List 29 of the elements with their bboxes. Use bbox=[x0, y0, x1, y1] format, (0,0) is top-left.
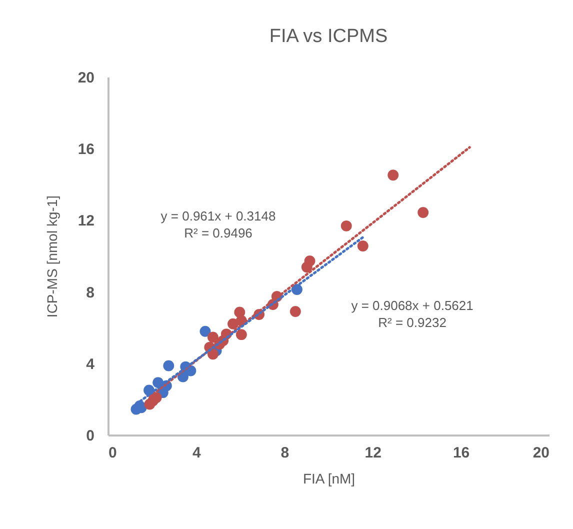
x-tick-label: 4 bbox=[192, 444, 202, 462]
y-tick-label: 20 bbox=[78, 70, 94, 86]
y-tick-label: 12 bbox=[78, 212, 94, 230]
point bbox=[340, 220, 352, 232]
point bbox=[207, 332, 218, 343]
x-tick-label: 16 bbox=[452, 444, 470, 462]
point bbox=[207, 348, 218, 360]
x-tick-label: 20 bbox=[532, 444, 550, 462]
annotation: y = 0.9068x + 0.5621 R² = 0.9232 bbox=[351, 298, 474, 330]
y-tick-label: 0 bbox=[86, 428, 94, 444]
point bbox=[357, 240, 368, 252]
x-tick-label: 0 bbox=[108, 444, 117, 462]
annotation: y = 0.961x + 0.3148 R² = 0.9496 bbox=[160, 208, 276, 241]
x-axis-title: FIA [nM] bbox=[302, 470, 356, 486]
point bbox=[236, 329, 247, 340]
point bbox=[163, 360, 174, 372]
chart-title: FIA vs ICPMS bbox=[269, 26, 388, 47]
point bbox=[304, 256, 316, 266]
x-tick-label: 12 bbox=[364, 444, 382, 462]
y-tick-label: 8 bbox=[86, 284, 94, 302]
point bbox=[418, 207, 429, 218]
point bbox=[228, 318, 238, 330]
y-tick-label: 16 bbox=[78, 141, 94, 158]
point bbox=[388, 170, 399, 181]
y-tick-label: 4 bbox=[86, 356, 96, 373]
x-tick-label: 8 bbox=[280, 444, 290, 462]
point bbox=[200, 326, 211, 337]
y-axis-title: ICP-MS [nmol kg-1] bbox=[44, 195, 60, 318]
point bbox=[290, 306, 301, 317]
